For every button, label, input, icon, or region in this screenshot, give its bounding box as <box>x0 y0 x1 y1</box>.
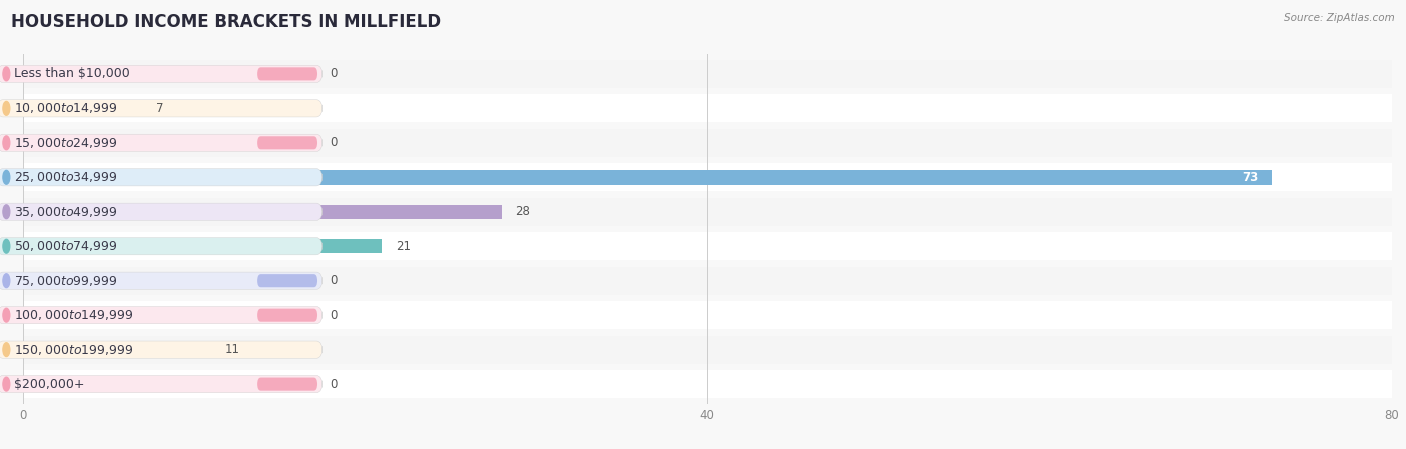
Text: $75,000 to $99,999: $75,000 to $99,999 <box>14 274 118 288</box>
Text: HOUSEHOLD INCOME BRACKETS IN MILLFIELD: HOUSEHOLD INCOME BRACKETS IN MILLFIELD <box>11 13 441 31</box>
Circle shape <box>3 239 10 253</box>
Text: 0: 0 <box>330 308 337 321</box>
FancyBboxPatch shape <box>257 274 316 287</box>
Text: 11: 11 <box>225 343 239 356</box>
Circle shape <box>3 67 10 81</box>
Text: 0: 0 <box>330 67 337 80</box>
Bar <box>22 301 1392 329</box>
Bar <box>22 60 1392 88</box>
Text: $150,000 to $199,999: $150,000 to $199,999 <box>14 343 134 357</box>
FancyBboxPatch shape <box>257 67 316 80</box>
Text: Source: ZipAtlas.com: Source: ZipAtlas.com <box>1284 13 1395 23</box>
Bar <box>22 129 1392 157</box>
FancyBboxPatch shape <box>0 341 322 358</box>
Circle shape <box>3 343 10 357</box>
Text: $50,000 to $74,999: $50,000 to $74,999 <box>14 239 118 253</box>
Circle shape <box>3 308 10 322</box>
Bar <box>22 232 1392 260</box>
FancyBboxPatch shape <box>257 308 316 322</box>
Text: 7: 7 <box>156 102 163 115</box>
Text: 21: 21 <box>395 240 411 253</box>
Text: Less than $10,000: Less than $10,000 <box>14 67 129 80</box>
Circle shape <box>3 274 10 288</box>
Text: $25,000 to $34,999: $25,000 to $34,999 <box>14 170 118 184</box>
Circle shape <box>3 101 10 115</box>
FancyBboxPatch shape <box>0 307 322 324</box>
FancyBboxPatch shape <box>257 378 316 391</box>
Bar <box>22 101 142 115</box>
Bar <box>22 370 1392 398</box>
FancyBboxPatch shape <box>0 375 322 393</box>
Bar <box>22 163 1392 191</box>
Text: $15,000 to $24,999: $15,000 to $24,999 <box>14 136 118 150</box>
FancyBboxPatch shape <box>0 203 322 220</box>
Bar <box>22 204 502 219</box>
FancyBboxPatch shape <box>257 136 316 150</box>
Bar <box>22 170 1272 185</box>
Text: 0: 0 <box>330 274 337 287</box>
Bar <box>22 267 1392 295</box>
FancyBboxPatch shape <box>0 238 322 255</box>
Circle shape <box>3 136 10 150</box>
Circle shape <box>3 170 10 184</box>
FancyBboxPatch shape <box>0 272 322 289</box>
Bar <box>22 239 382 254</box>
FancyBboxPatch shape <box>0 65 322 83</box>
Text: 28: 28 <box>516 205 530 218</box>
Bar <box>22 94 1392 123</box>
Bar <box>22 198 1392 226</box>
Bar <box>22 343 211 357</box>
Text: $200,000+: $200,000+ <box>14 378 84 391</box>
Circle shape <box>3 205 10 219</box>
FancyBboxPatch shape <box>0 169 322 186</box>
Bar <box>22 335 1392 364</box>
Text: $10,000 to $14,999: $10,000 to $14,999 <box>14 101 118 115</box>
Circle shape <box>3 377 10 391</box>
Text: $35,000 to $49,999: $35,000 to $49,999 <box>14 205 118 219</box>
Text: 0: 0 <box>330 136 337 150</box>
FancyBboxPatch shape <box>0 100 322 117</box>
Text: 0: 0 <box>330 378 337 391</box>
Text: 73: 73 <box>1241 171 1258 184</box>
FancyBboxPatch shape <box>0 134 322 151</box>
Text: $100,000 to $149,999: $100,000 to $149,999 <box>14 308 134 322</box>
